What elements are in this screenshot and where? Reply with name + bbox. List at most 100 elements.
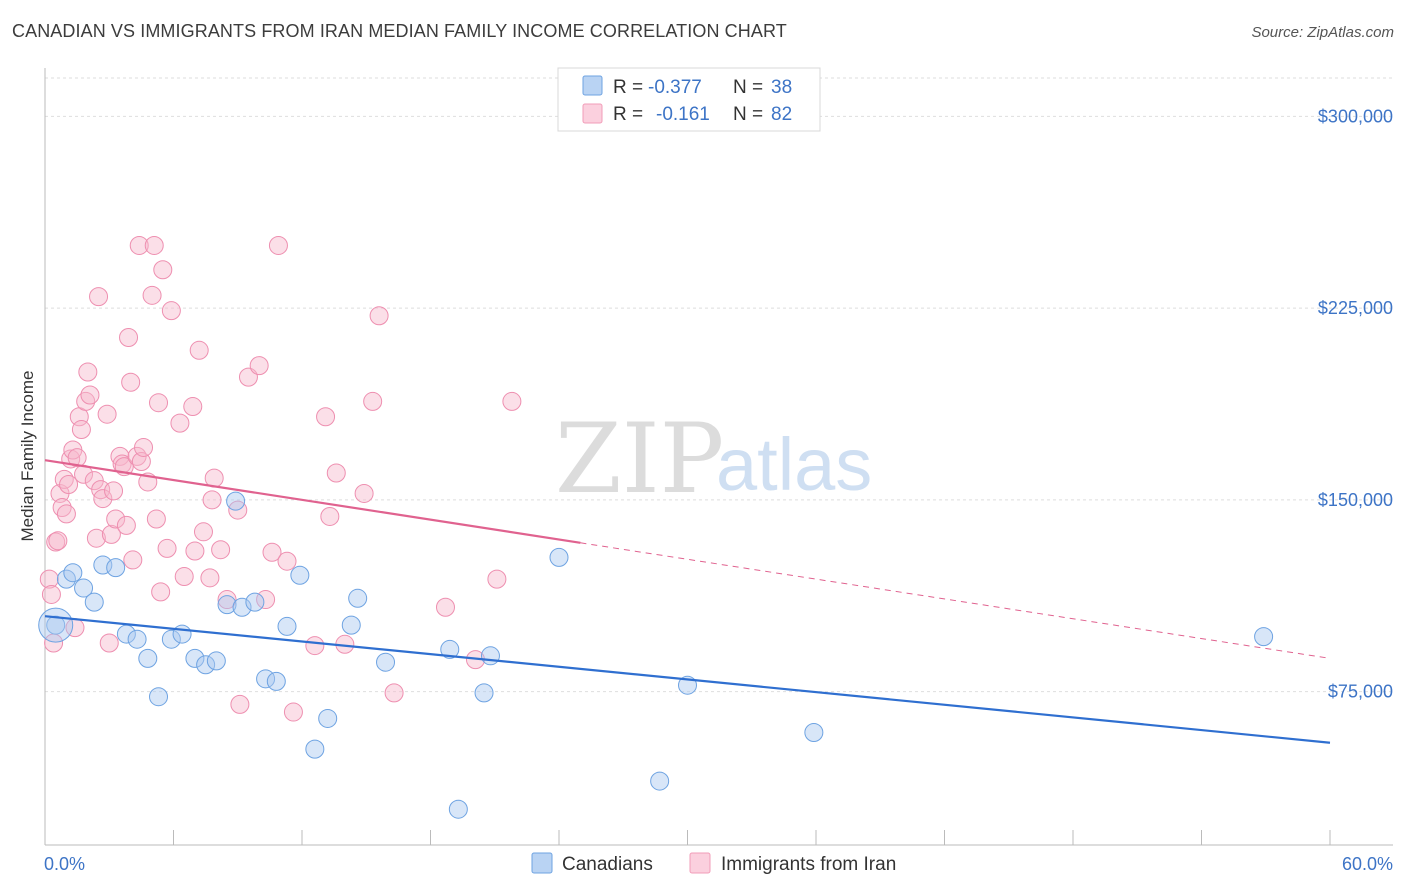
y-tick-label: $300,000	[1318, 106, 1393, 126]
trend-line-canadians	[44, 615, 1331, 744]
point-iran	[67, 448, 87, 468]
point-iran	[116, 515, 136, 535]
point-canadians	[650, 771, 670, 791]
point-canadians	[138, 648, 158, 668]
point-iran	[97, 404, 117, 424]
x-tick-label-min: 0.0%	[44, 854, 85, 874]
trend-lines	[44, 459, 1331, 744]
legend-r-label-canadians: R =	[613, 77, 643, 98]
point-canadians	[318, 708, 338, 728]
trend-line-iran-solid	[44, 459, 581, 544]
point-iran	[142, 285, 162, 305]
point-iran	[305, 636, 325, 656]
point-iran	[354, 483, 374, 503]
point-canadians	[341, 615, 361, 635]
point-iran	[277, 551, 297, 571]
point-iran	[487, 569, 507, 589]
point-iran	[86, 528, 106, 548]
point-iran	[56, 504, 76, 524]
point-canadians	[226, 491, 246, 511]
point-canadians-large	[38, 607, 74, 643]
legend-top: R = -0.377 N = 38 R = -0.161 N = 82	[557, 67, 821, 132]
point-iran	[104, 481, 124, 501]
point-iran	[363, 391, 383, 411]
point-iran	[316, 407, 336, 427]
point-iran	[121, 372, 141, 392]
watermark-zip: ZIP	[555, 403, 724, 515]
legend-bottom-label-iran: Immigrants from Iran	[721, 854, 896, 875]
point-iran	[283, 702, 303, 722]
legend-n-label-canadians: N =	[733, 77, 763, 98]
series-iran-points	[39, 235, 522, 722]
point-iran	[369, 306, 389, 326]
point-canadians	[232, 597, 252, 617]
y-tick-labels: $75,000 $150,000 $225,000 $300,000	[1318, 106, 1393, 701]
x-tick-label-max: 60.0%	[1342, 854, 1393, 874]
point-canadians	[480, 646, 500, 666]
point-canadians	[474, 683, 494, 703]
point-iran	[110, 446, 130, 466]
legend-r-value-canadians: -0.377	[648, 77, 702, 98]
point-iran	[202, 490, 222, 510]
point-canadians	[376, 652, 396, 672]
point-canadians	[74, 578, 94, 598]
point-canadians	[440, 639, 460, 659]
point-iran	[146, 509, 166, 529]
point-iran	[326, 463, 346, 483]
legend-bottom-swatch-iran	[689, 852, 711, 874]
x-tick-marks	[173, 830, 1331, 845]
point-iran	[41, 584, 61, 604]
point-iran	[268, 235, 288, 255]
point-iran	[48, 531, 68, 551]
point-iran	[435, 597, 455, 617]
point-canadians	[1254, 627, 1274, 647]
point-iran	[144, 235, 164, 255]
point-canadians	[305, 739, 325, 759]
point-iran	[151, 582, 171, 602]
point-canadians	[63, 563, 83, 583]
point-iran	[170, 413, 190, 433]
point-iran	[59, 475, 79, 495]
point-canadians	[217, 595, 237, 615]
point-canadians	[46, 615, 66, 635]
point-iran	[119, 328, 139, 348]
point-canadians	[290, 565, 310, 585]
watermark: ZIP atlas	[555, 403, 872, 515]
point-iran	[185, 541, 205, 561]
legend-n-label-iran: N =	[733, 104, 763, 125]
point-iran	[131, 452, 151, 471]
point-iran	[230, 694, 250, 714]
y-tick-label: $150,000	[1318, 490, 1393, 510]
point-iran	[129, 235, 149, 255]
chart-title: CANADIAN VS IMMIGRANTS FROM IRAN MEDIAN …	[12, 21, 787, 41]
watermark-atlas: atlas	[716, 423, 872, 506]
legend-swatch-canadians	[582, 75, 603, 96]
point-canadians	[161, 629, 181, 649]
point-canadians	[277, 616, 297, 636]
point-iran	[99, 633, 119, 653]
point-canadians	[149, 687, 169, 707]
point-iran	[320, 506, 340, 526]
point-iran	[157, 538, 177, 558]
legend-r-label-iran: R =	[613, 104, 643, 125]
point-canadians	[348, 588, 368, 608]
point-iran	[193, 522, 213, 542]
legend-bottom-swatch-canadians	[531, 852, 553, 874]
point-iran	[101, 524, 121, 544]
legend-r-value-iran: -0.161	[656, 104, 710, 125]
point-iran	[78, 362, 98, 382]
point-iran	[71, 420, 91, 440]
point-iran	[39, 569, 59, 589]
legend-bottom-label-canadians: Canadians	[562, 854, 653, 875]
point-canadians	[448, 799, 468, 819]
legend-swatch-iran	[582, 103, 603, 124]
point-canadians	[127, 629, 147, 649]
point-canadians	[185, 648, 205, 668]
point-canadians	[206, 651, 226, 671]
point-iran	[384, 683, 404, 703]
point-iran	[134, 437, 154, 457]
point-canadians	[106, 558, 126, 578]
point-iran	[153, 260, 173, 280]
point-canadians	[245, 592, 265, 612]
point-iran	[93, 489, 113, 509]
